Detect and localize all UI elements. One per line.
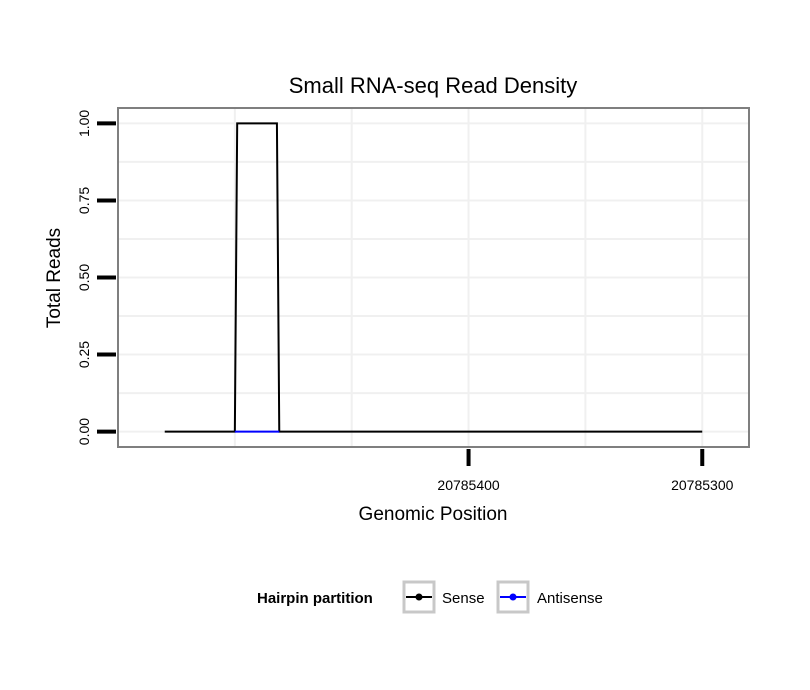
legend-item-sense[interactable]: Sense — [402, 580, 485, 614]
y-tick-label: 0.25 — [76, 341, 92, 368]
legend-item-antisense[interactable]: Antisense — [496, 580, 603, 614]
legend-dot-antisense-icon — [509, 593, 517, 601]
chart-title: Small RNA-seq Read Density — [289, 73, 578, 98]
y-tick-label: 1.00 — [76, 110, 92, 137]
y-tick-label: 0.00 — [76, 418, 92, 445]
plot-panel — [117, 107, 750, 448]
y-tick-label: 0.50 — [76, 264, 92, 291]
legend-title: Hairpin partition — [257, 590, 373, 607]
x-tick-label: 20785300 — [671, 477, 734, 493]
legend: Hairpin partition Sense Antisense — [257, 580, 603, 614]
legend-key-sense — [402, 580, 436, 614]
legend-key-antisense — [496, 580, 530, 614]
series-line-sense — [164, 122, 703, 433]
x-tick-label: 20785400 — [437, 477, 500, 493]
legend-label-antisense: Antisense — [537, 590, 603, 607]
legend-label-sense: Sense — [442, 590, 485, 607]
series-lines — [164, 122, 703, 433]
y-tick-label: 0.75 — [76, 187, 92, 214]
x-axis-title: Genomic Position — [359, 504, 508, 525]
y-axis-title: Total Reads — [44, 228, 65, 328]
y-axis: 0.00 0.25 0.50 0.75 1.00 — [76, 110, 116, 445]
legend-dot-sense-icon — [415, 593, 423, 601]
x-axis: 20785400 20785300 — [437, 449, 734, 493]
grid — [117, 108, 749, 447]
